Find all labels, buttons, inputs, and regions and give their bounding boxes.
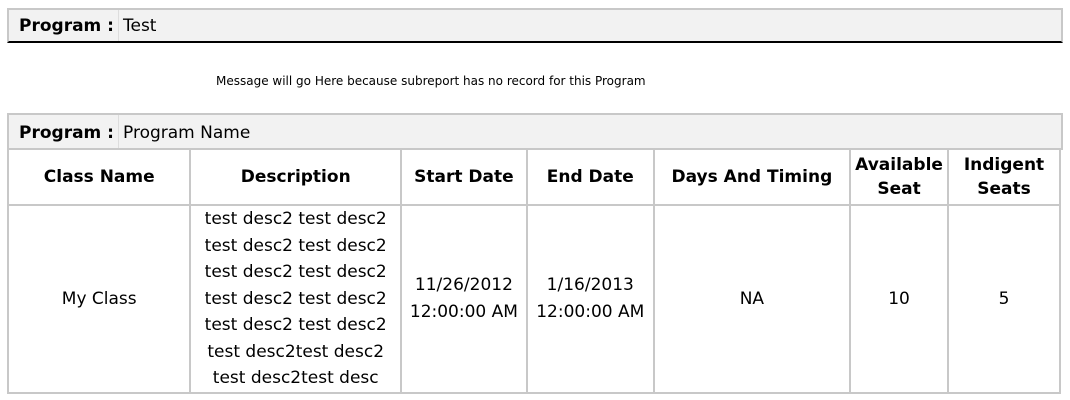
program-header-bar: Program : Test xyxy=(7,8,1063,43)
col-available-seat: Available Seat xyxy=(849,148,950,206)
cell-indigent-seats: 5 xyxy=(947,204,1061,394)
col-indigent-seats: Indigent Seats xyxy=(947,148,1061,206)
cell-description: test desc2 test desc2 test desc2 test des… xyxy=(189,204,402,394)
table-header-row: Class Name Description Start Date End Da… xyxy=(6,148,1061,206)
col-start-date: Start Date xyxy=(399,148,528,206)
program-value: Test xyxy=(123,15,157,36)
cell-class-name: My Class xyxy=(6,204,192,394)
cell-available-seat: 10 xyxy=(849,204,950,394)
report-program-label: Program : xyxy=(9,115,119,150)
cell-start-date: 11/26/2012 12:00:00 AM xyxy=(399,204,528,394)
report-program-bar: Program : Program Name xyxy=(7,113,1063,150)
cell-end-date: 1/16/2013 12:00:00 AM xyxy=(525,204,655,394)
col-description: Description xyxy=(189,148,402,206)
col-class-name: Class Name xyxy=(6,148,192,206)
table-row: My Class test desc2 test desc2 test desc2… xyxy=(6,204,1061,394)
cell-days-timing: NA xyxy=(652,204,852,394)
col-end-date: End Date xyxy=(525,148,655,206)
program-label: Program : xyxy=(9,10,119,41)
col-days-timing: Days And Timing xyxy=(652,148,852,206)
no-record-message: Message will go Here because subreport h… xyxy=(216,74,646,88)
class-table: Class Name Description Start Date End Da… xyxy=(6,148,1061,394)
report-program-value: Program Name xyxy=(123,122,251,143)
